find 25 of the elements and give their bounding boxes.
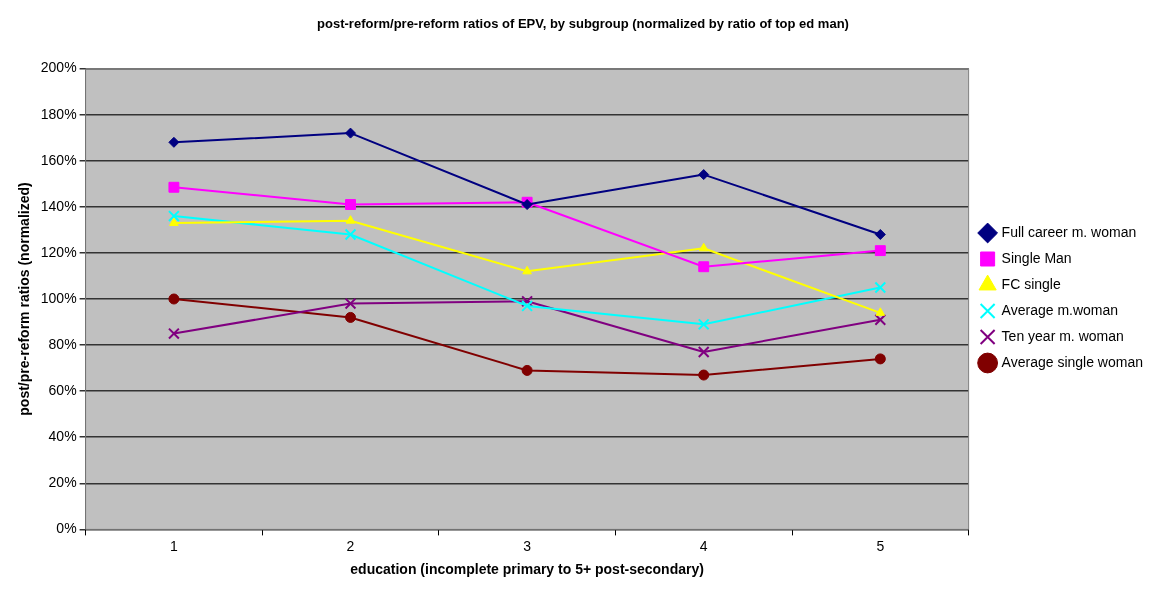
- chart-title: post-reform/pre-reform ratios of EPV, by subgroup (normalized by ratio of top ed man): [317, 16, 849, 32]
- y-tick-label: 140%: [40, 197, 77, 214]
- legend-label: Single Man: [1001, 249, 1072, 266]
- y-tick-label: 100%: [40, 289, 77, 306]
- y-tick-label: 40%: [48, 428, 77, 445]
- legend-label: FC single: [1001, 275, 1061, 292]
- legend-label: Average single woman: [1001, 353, 1144, 370]
- y-tick-label: 200%: [40, 59, 77, 76]
- x-axis-title: education (incomplete primary to 5+ post-secondary): [350, 561, 704, 578]
- x-tick-label: 3: [523, 537, 532, 554]
- y-tick-label: 0%: [56, 520, 77, 537]
- y-tick-label: 160%: [40, 151, 77, 168]
- y-tick-label: 80%: [48, 335, 77, 352]
- x-tick-label: 5: [876, 537, 885, 554]
- y-tick-label: 60%: [48, 382, 77, 399]
- legend-label: Average m.woman: [1001, 301, 1119, 318]
- legend-label: Ten year m. woman: [1001, 327, 1124, 344]
- x-tick-label: 2: [346, 537, 355, 554]
- x-tick-label: 4: [699, 537, 708, 554]
- x-tick-label: 1: [170, 537, 179, 554]
- y-tick-label: 180%: [40, 105, 77, 122]
- y-tick-label: 20%: [48, 474, 77, 491]
- y-tick-label: 120%: [40, 243, 77, 260]
- legend-label: Full career m. woman: [1001, 223, 1137, 240]
- y-axis-title: post/pre-reform ratios (normalized): [16, 182, 33, 416]
